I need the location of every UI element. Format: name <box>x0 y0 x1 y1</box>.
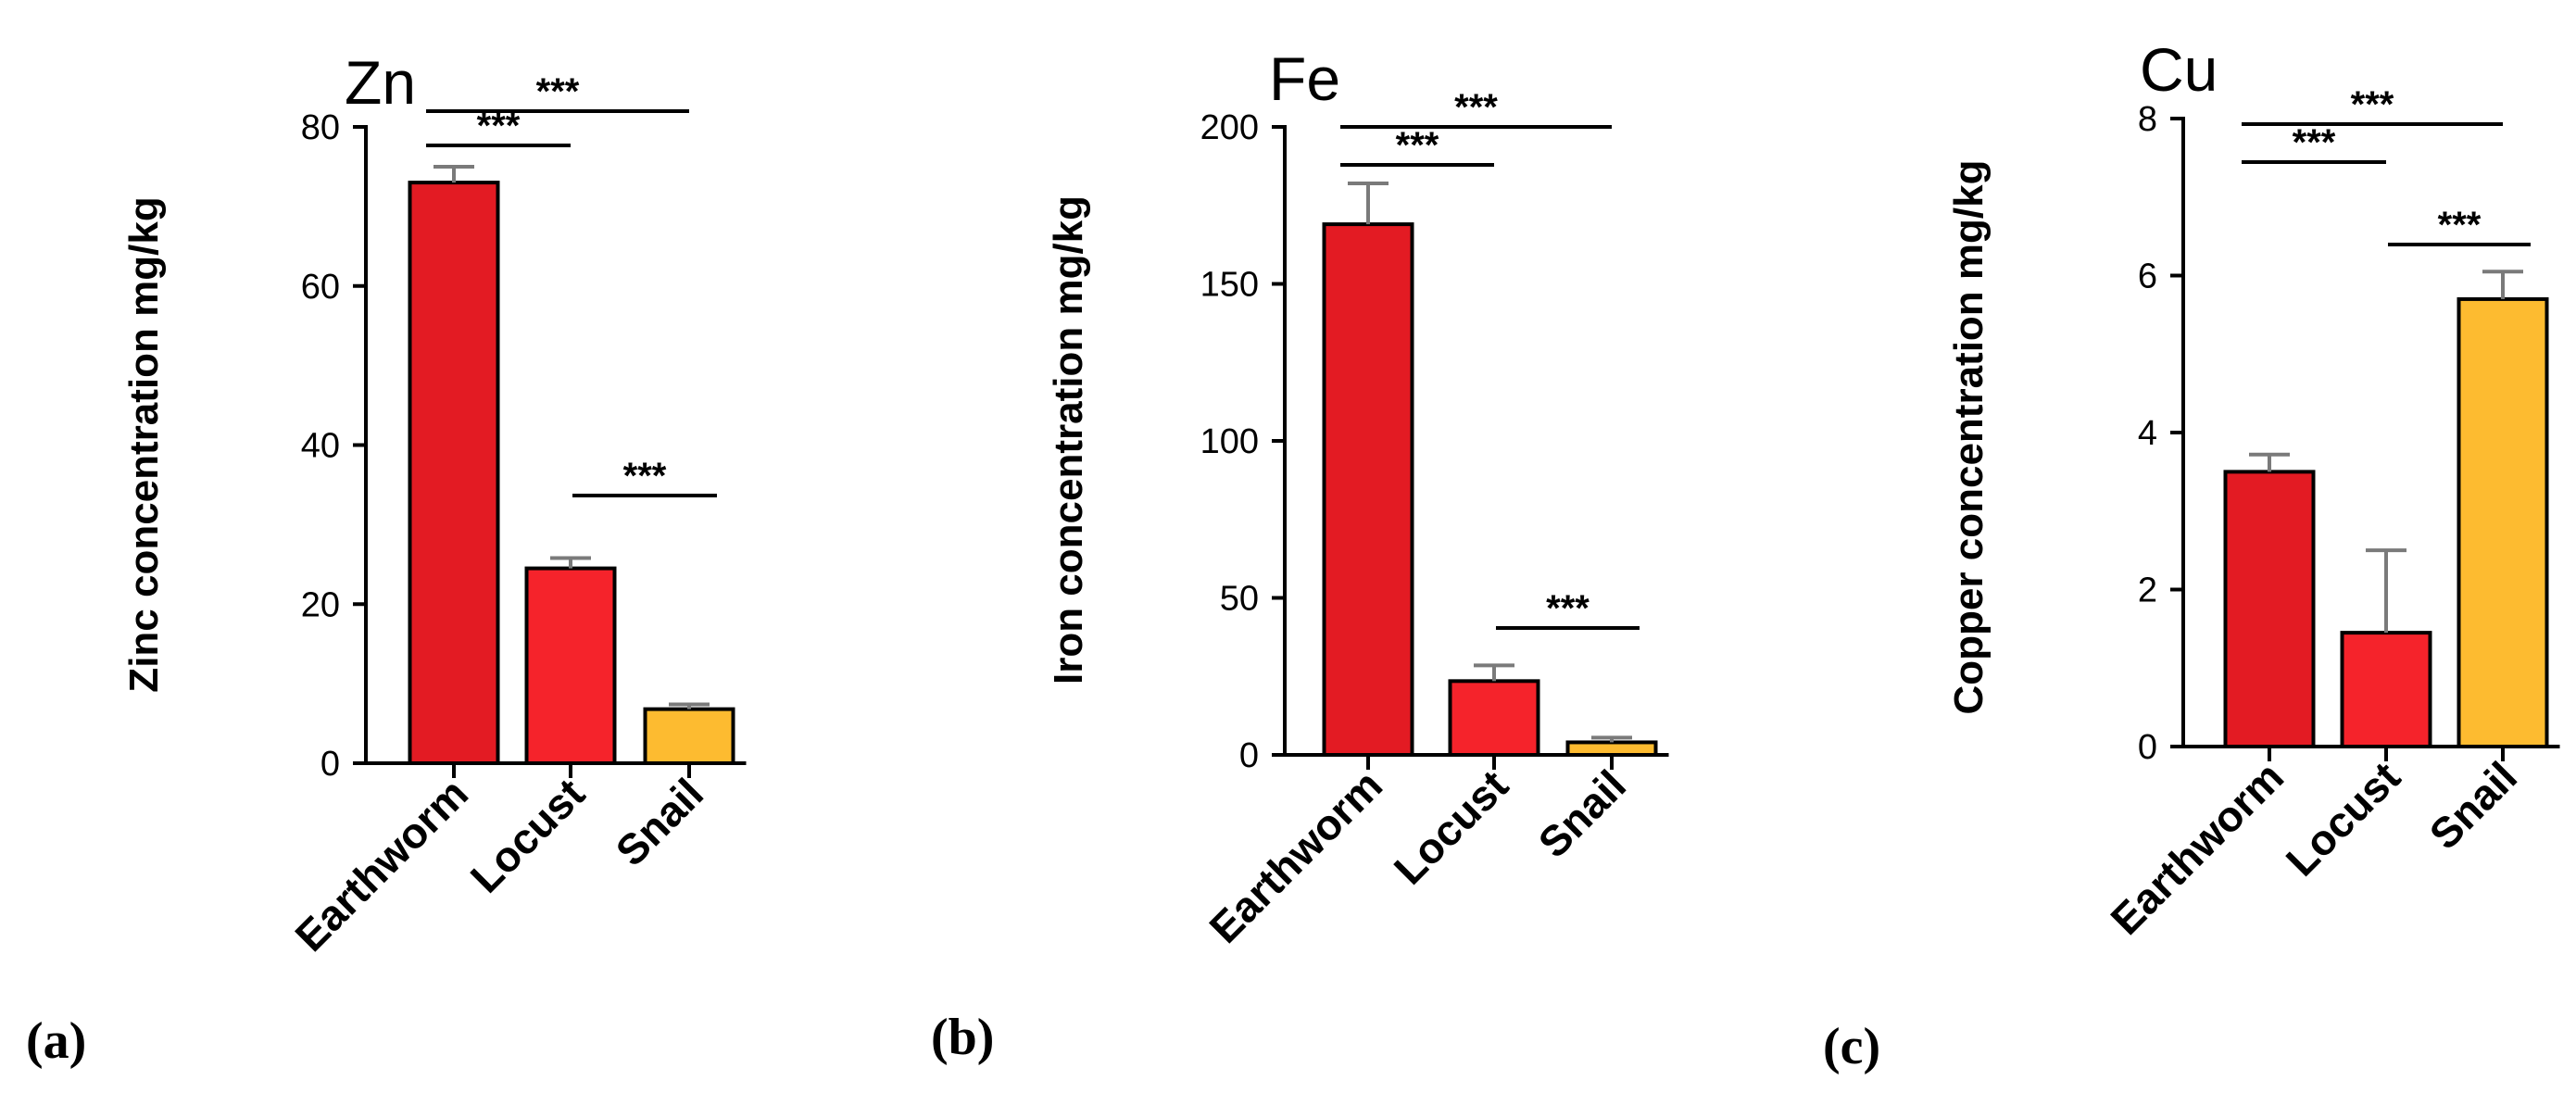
y-axis-label: Iron concentration mg/kg <box>1046 195 1091 684</box>
panel-copper: Copper concentration mg/kg Cu (c) 0 2 4 6 8 E… <box>1823 35 2560 1075</box>
panel-label: (a) <box>26 1012 86 1070</box>
x-tick-label: Locust <box>461 769 594 901</box>
y-tick-label: 8 <box>2138 100 2157 139</box>
y-tick-label: 20 <box>301 585 340 624</box>
x-tick-label: Snail <box>607 769 713 875</box>
y-axis-label: Copper concentration mg/kg <box>1946 160 1992 715</box>
y-tick-label: 100 <box>1200 422 1259 461</box>
y-tick-label: 6 <box>2138 257 2157 296</box>
y-tick-label: 4 <box>2138 414 2157 453</box>
significance-label: *** <box>2351 84 2394 125</box>
panel-zinc: Zinc concentration mg/kg Zn (a) 0 20 40 60 8… <box>26 48 747 1070</box>
panel-label: (c) <box>1823 1018 1880 1075</box>
y-tick-label: 200 <box>1200 108 1259 147</box>
panel-iron: Iron concentration mg/kg Fe (b) 0 50 100 15… <box>931 44 1669 1066</box>
panel-label: (b) <box>931 1009 994 1066</box>
bar <box>1448 679 1540 758</box>
y-tick-label: 50 <box>1220 580 1259 619</box>
y-tick-label: 0 <box>2138 728 2157 767</box>
bar <box>2457 296 2549 748</box>
significance-label: *** <box>2438 205 2482 245</box>
y-tick-label: 0 <box>320 745 340 784</box>
y-tick-label: 40 <box>301 427 340 466</box>
x-tick-label: Earthworm <box>285 769 477 961</box>
significance-label: *** <box>1396 125 1439 166</box>
y-tick-label: 80 <box>301 108 340 147</box>
significance-label: *** <box>536 71 580 112</box>
chart-title: Cu <box>2140 35 2218 104</box>
x-tick-label: Earthworm <box>1200 760 1391 952</box>
chart-title: Fe <box>1269 44 1340 113</box>
y-tick-label: 150 <box>1200 266 1259 305</box>
x-tick-label: Snail <box>1529 760 1636 867</box>
chart-title: Zn <box>345 48 416 117</box>
x-tick-label: Snail <box>2420 752 2527 859</box>
y-tick-label: 60 <box>301 268 340 307</box>
significance-label: *** <box>1454 87 1498 128</box>
bar <box>408 181 500 766</box>
y-axis-label: Zinc concentration mg/kg <box>121 196 167 692</box>
bar <box>524 566 617 766</box>
bar <box>2223 470 2316 748</box>
bar <box>1322 222 1414 757</box>
x-tick-label: Locust <box>2277 752 2409 885</box>
bar <box>2340 631 2432 748</box>
significance-label: *** <box>623 456 667 496</box>
bar <box>1565 740 1658 758</box>
x-tick-label: Locust <box>1385 760 1517 893</box>
significance-label: *** <box>1546 588 1590 629</box>
bar <box>643 707 735 765</box>
significance-label: *** <box>2293 122 2336 163</box>
y-tick-label: 0 <box>1239 736 1259 775</box>
y-tick-label: 2 <box>2138 571 2157 610</box>
x-tick-label: Earthworm <box>2101 752 2293 944</box>
